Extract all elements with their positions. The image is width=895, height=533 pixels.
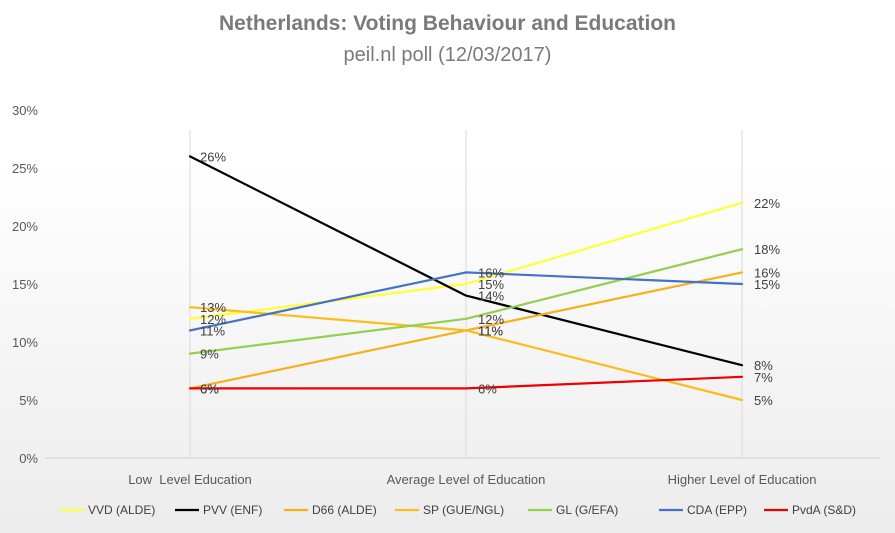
series-line-4 xyxy=(188,306,744,402)
legend-label: SP (GUE/NGL) xyxy=(423,503,504,517)
data-label: 13% xyxy=(200,300,226,315)
series-line-5 xyxy=(188,248,744,355)
data-label: 9% xyxy=(200,347,219,362)
data-label: 26% xyxy=(200,149,226,164)
y-tick-label: 15% xyxy=(12,277,38,292)
legend-label: D66 (ALDE) xyxy=(312,503,377,517)
data-label: 15% xyxy=(754,277,780,292)
legend-label: CDA (EPP) xyxy=(687,503,747,517)
data-label: 11% xyxy=(478,323,503,338)
x-category-label: Average Level of Education xyxy=(387,472,546,487)
y-tick-label: 0% xyxy=(19,451,38,466)
legend-label: PVV (ENF) xyxy=(203,503,262,517)
data-label: 7% xyxy=(754,370,773,385)
legend-label: PvdA (S&D) xyxy=(792,503,856,517)
series-line-2 xyxy=(188,155,744,367)
chart-title: Netherlands: Voting Behaviour and Educat… xyxy=(219,12,676,35)
y-tick-label: 5% xyxy=(19,393,38,408)
data-label: 15% xyxy=(478,277,504,292)
x-category-label: Low Level Education xyxy=(128,472,252,487)
y-tick-label: 20% xyxy=(12,219,38,234)
series-line-7 xyxy=(188,375,744,390)
data-label: 12% xyxy=(200,312,226,327)
x-category-label: Higher Level of Education xyxy=(668,472,817,487)
legend-label: VVD (ALDE) xyxy=(88,503,155,517)
data-label: 6% xyxy=(478,381,497,396)
data-label: 11% xyxy=(200,323,225,338)
data-label: 11% xyxy=(478,323,503,338)
data-label: 5% xyxy=(754,393,773,408)
legend-label: GL (G/EFA) xyxy=(556,503,618,517)
data-label: 12% xyxy=(478,312,504,327)
chart-subtitle: peil.nl poll (12/03/2017) xyxy=(343,44,552,66)
y-tick-label: 10% xyxy=(12,335,38,350)
y-tick-label: 25% xyxy=(12,161,38,176)
y-tick-label: 30% xyxy=(12,103,38,118)
data-label: 18% xyxy=(754,242,780,257)
series-line-1 xyxy=(188,201,744,320)
data-label: 22% xyxy=(754,196,780,211)
data-label: 16% xyxy=(478,265,504,280)
data-label: 14% xyxy=(478,289,504,304)
series-line-6 xyxy=(188,271,744,332)
data-label: 16% xyxy=(754,265,780,280)
data-label: 6% xyxy=(200,381,219,396)
data-label: 8% xyxy=(754,358,773,373)
data-label: 6% xyxy=(200,381,219,396)
